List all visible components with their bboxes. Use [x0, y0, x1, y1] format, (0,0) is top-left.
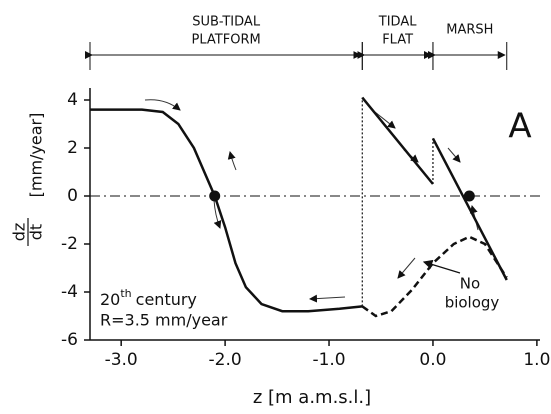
zone-label: TIDAL	[378, 15, 417, 30]
y-tick-label: 0	[67, 186, 78, 206]
series-line	[431, 137, 508, 281]
series-line	[90, 108, 363, 313]
zone-label: SUB-TIDAL	[192, 15, 261, 30]
nobio-annotation: biology	[445, 294, 500, 312]
y-tick-label: 4	[67, 90, 78, 110]
y-label-num: dz	[10, 223, 29, 242]
x-tick-label: -3.0	[105, 350, 138, 370]
series-line	[361, 235, 508, 318]
x-tick-label: -2.0	[209, 350, 242, 370]
x-tick-label: 1.0	[523, 350, 550, 370]
y-tick-label: -6	[61, 330, 78, 350]
y-label-unit: [mm/year]	[27, 113, 46, 198]
y-tick-label: -4	[61, 282, 78, 302]
y-axis-label: dz dt [mm/year]	[10, 113, 46, 246]
nobio-annotation: No	[460, 275, 480, 293]
era-annotation: 20th century	[100, 287, 197, 309]
series-line	[361, 96, 434, 185]
x-tick-label: -1.0	[312, 350, 345, 370]
equilibrium-point	[209, 190, 221, 202]
x-tick-label: 0.0	[419, 350, 446, 370]
zone-label: FLAT	[382, 33, 413, 48]
y-tick-label: 2	[67, 138, 78, 158]
equilibrium-point	[463, 190, 475, 202]
y-label-den: dt	[27, 224, 46, 240]
panel-label: A	[508, 107, 531, 147]
y-tick-label: -2	[61, 234, 78, 254]
x-axis-label: z [m a.m.s.l.]	[253, 387, 371, 408]
rate-annotation: R=3.5 mm/year	[100, 311, 228, 330]
zone-label: PLATFORM	[192, 33, 261, 48]
pointer-arrow	[422, 259, 461, 274]
zone-label: MARSH	[446, 23, 493, 38]
